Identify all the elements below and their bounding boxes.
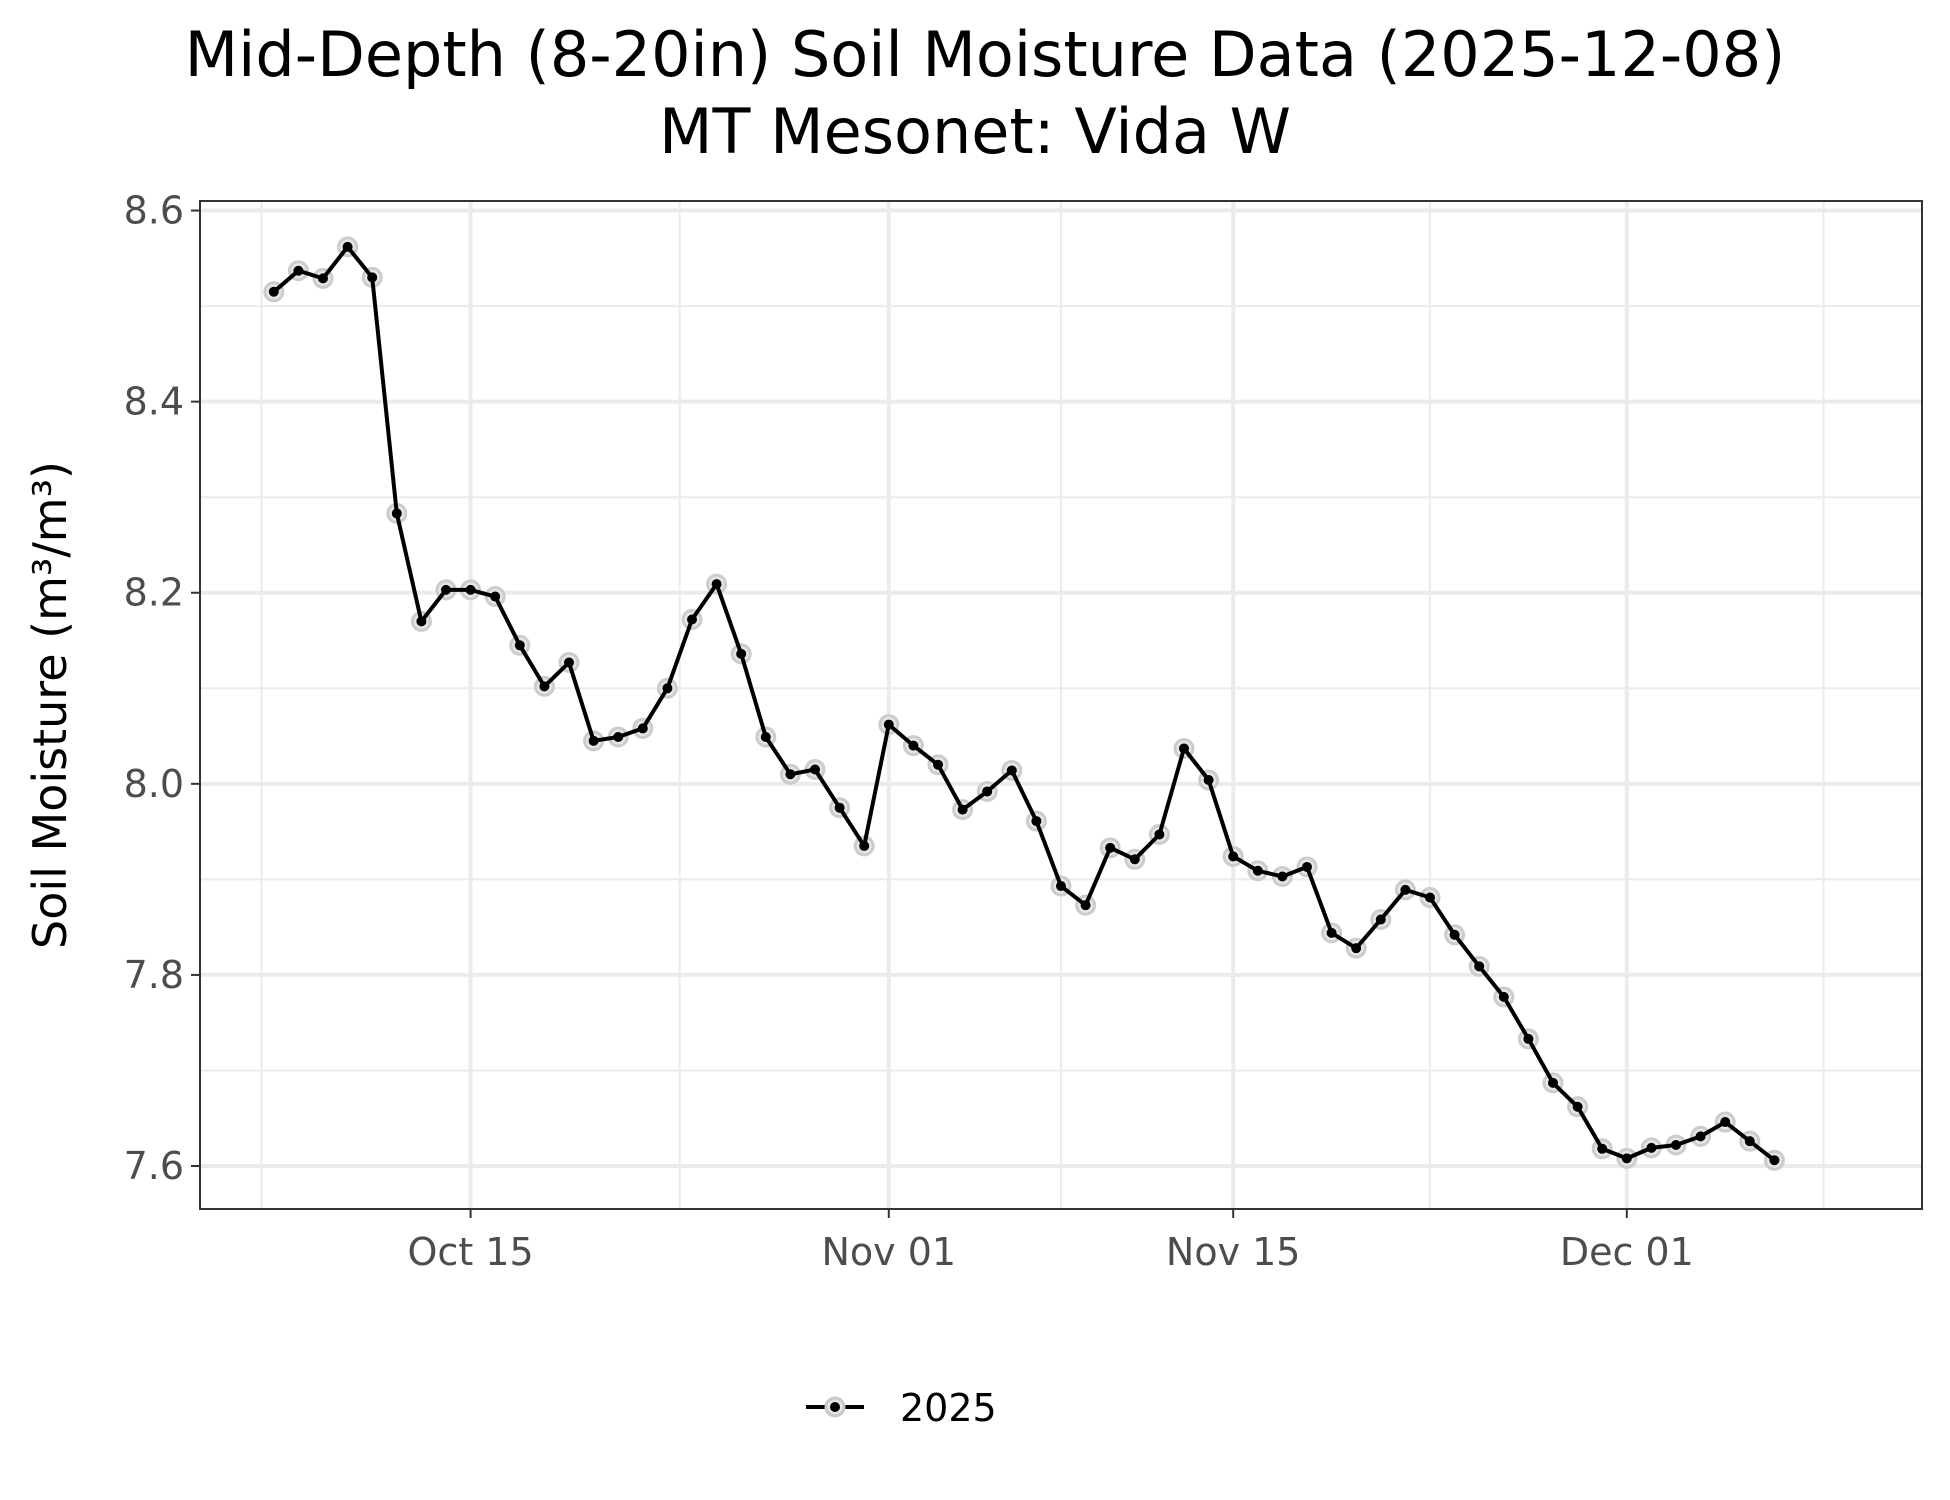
y-axis: 7.6 7.8 8.0 8.2 8.4 8.6 (124, 189, 200, 1188)
data-point (1523, 1033, 1534, 1044)
data-point (1154, 829, 1165, 840)
data-point (1744, 1136, 1755, 1147)
data-point (1720, 1117, 1731, 1128)
data-point (1498, 991, 1509, 1002)
legend-key-point (830, 1402, 840, 1412)
data-point (342, 241, 353, 252)
y-axis-label: Soil Moisture (m³/m³) (23, 461, 77, 949)
major-gridlines (200, 201, 1922, 1209)
series-line (272, 244, 1776, 1162)
data-point (1646, 1142, 1657, 1153)
chart-title: Mid-Depth (8-20in) Soil Moisture Data (2… (185, 18, 1786, 91)
data-point (1080, 900, 1091, 911)
data-point (1105, 842, 1116, 853)
data-point (1031, 816, 1042, 827)
legend: 2025 (806, 1386, 997, 1430)
data-point (785, 769, 796, 780)
data-point (613, 732, 624, 743)
data-point (810, 764, 820, 775)
data-point (1449, 929, 1460, 940)
data-point (1351, 943, 1362, 954)
y-tick-label: 8.6 (124, 189, 184, 233)
data-point (736, 648, 747, 659)
data-point (318, 273, 328, 284)
data-point (883, 719, 894, 730)
plot-panel-border (199, 200, 1923, 1210)
data-point (760, 732, 771, 743)
y-tick-label: 8.0 (124, 762, 184, 806)
data-point (687, 614, 697, 625)
data-point (711, 579, 722, 590)
data-point (367, 272, 378, 283)
x-axis: Oct 15 Nov 01 Nov 15 Dec 01 (408, 1209, 1694, 1274)
data-point (1252, 865, 1263, 876)
y-tick-label: 8.2 (124, 571, 184, 615)
data-point (1302, 861, 1312, 872)
data-point (1621, 1153, 1632, 1164)
data-point (859, 840, 870, 851)
x-tick-label: Oct 15 (408, 1230, 534, 1274)
data-point (1179, 743, 1189, 754)
y-tick-label: 7.8 (124, 953, 184, 997)
data-point (957, 804, 968, 815)
data-point (539, 681, 550, 692)
data-point (1228, 851, 1239, 862)
data-point (834, 802, 845, 813)
data-point (588, 735, 599, 746)
data-point (1375, 914, 1386, 925)
data-point (293, 265, 304, 276)
data-point (268, 286, 279, 297)
data-point (637, 723, 648, 734)
x-tick-label: Nov 15 (1166, 1230, 1301, 1274)
data-point (416, 616, 427, 627)
chart-subtitle: MT Mesonet: Vida W (659, 95, 1291, 168)
series-layer (263, 236, 1785, 1171)
data-point (1572, 1101, 1583, 1112)
y-tick-label: 8.4 (124, 380, 184, 424)
data-point (490, 591, 501, 602)
y-tick-label: 7.6 (124, 1144, 184, 1188)
x-tick-label: Dec 01 (1560, 1230, 1694, 1274)
data-point (514, 640, 525, 651)
data-point (1277, 871, 1288, 882)
data-point (933, 759, 943, 770)
legend-label-2025: 2025 (900, 1386, 997, 1430)
data-point (391, 508, 402, 519)
data-point (982, 786, 993, 797)
data-point (908, 740, 919, 751)
data-point (1203, 775, 1214, 786)
data-point (1548, 1077, 1558, 1088)
x-tick-label: Nov 01 (821, 1230, 956, 1274)
data-point (1769, 1155, 1780, 1166)
data-point (662, 683, 673, 694)
data-point (1326, 927, 1337, 938)
data-point (1006, 765, 1017, 776)
data-point (465, 584, 476, 595)
data-point (564, 657, 574, 668)
data-point (1474, 961, 1485, 972)
data-point (1400, 884, 1411, 895)
data-point (1671, 1139, 1681, 1150)
data-point (1129, 854, 1140, 865)
data-point (1425, 892, 1435, 903)
data-point (441, 584, 451, 595)
data-point (1695, 1131, 1706, 1142)
data-point (1597, 1143, 1608, 1154)
data-point (1056, 881, 1066, 892)
